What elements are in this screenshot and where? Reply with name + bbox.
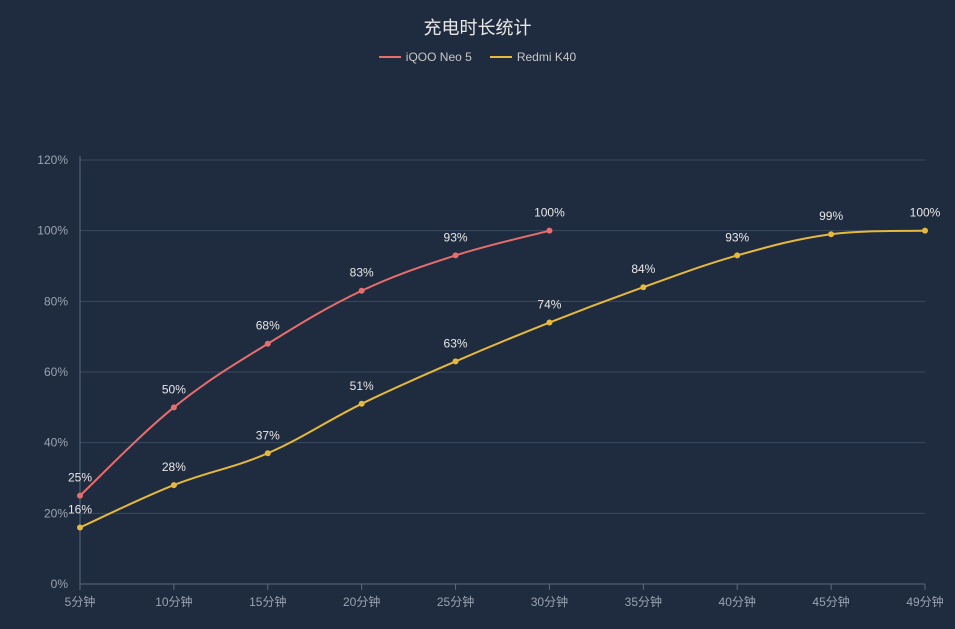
legend-swatch-1: [490, 56, 512, 58]
x-tick-label: 10分钟: [155, 594, 192, 609]
y-tick-label: 20%: [44, 506, 68, 520]
series-marker: [359, 401, 365, 407]
series-marker: [453, 358, 459, 364]
legend-item-1: Redmi K40: [490, 50, 576, 64]
series-marker: [828, 231, 834, 237]
legend: iQOO Neo 5 Redmi K40: [0, 50, 955, 64]
legend-label-0: iQOO Neo 5: [406, 50, 472, 64]
x-tick-label: 45分钟: [812, 594, 849, 609]
data-label: 84%: [631, 262, 655, 276]
data-label: 28%: [162, 460, 186, 474]
x-tick-label: 49分钟: [906, 594, 943, 609]
x-tick-label: 35分钟: [625, 594, 662, 609]
data-label: 68%: [256, 319, 280, 333]
x-tick-label: 5分钟: [65, 594, 96, 609]
data-label: 83%: [350, 266, 374, 280]
data-label: 16%: [68, 502, 92, 516]
x-tick-label: 15分钟: [249, 594, 286, 609]
data-label: 93%: [725, 230, 749, 244]
x-tick-label: 30分钟: [531, 594, 568, 609]
y-tick-label: 0%: [51, 577, 69, 591]
data-label: 100%: [534, 206, 565, 220]
data-label: 74%: [537, 298, 561, 312]
series-marker: [77, 493, 83, 499]
series-marker: [453, 252, 459, 258]
data-label: 93%: [444, 230, 468, 244]
data-label: 63%: [444, 336, 468, 350]
chart-plot: 0% 20% 40% 60% 80% 100% 120% 5分钟 10分钟 15分钟 20分钟 25分…: [0, 70, 955, 629]
series-marker: [171, 482, 177, 488]
y-tick-label: 40%: [44, 436, 68, 450]
line-chart-svg: 0% 20% 40% 60% 80% 100% 120% 5分钟 10分钟 15分钟 20分钟 25分…: [0, 70, 955, 629]
series-marker: [734, 252, 740, 258]
legend-label-1: Redmi K40: [517, 50, 576, 64]
y-tick-label: 60%: [44, 365, 68, 379]
series-marker: [546, 228, 552, 234]
series-marker: [546, 320, 552, 326]
y-tick-label: 80%: [44, 294, 68, 308]
data-label: 99%: [819, 209, 843, 223]
legend-item-0: iQOO Neo 5: [379, 50, 472, 64]
data-label: 100%: [910, 206, 941, 220]
series-marker: [171, 404, 177, 410]
series-marker: [265, 450, 271, 456]
data-label: 50%: [162, 382, 186, 396]
x-tick-label: 20分钟: [343, 594, 380, 609]
series-line: [80, 231, 925, 528]
data-label: 37%: [256, 428, 280, 442]
y-tick-label: 120%: [37, 153, 68, 167]
series-marker: [265, 341, 271, 347]
chart-title: 充电时长统计: [0, 0, 955, 40]
series-marker: [922, 228, 928, 234]
series-marker: [640, 284, 646, 290]
series-marker: [77, 524, 83, 530]
legend-swatch-0: [379, 56, 401, 58]
y-tick-label: 100%: [37, 224, 68, 238]
data-label: 25%: [68, 471, 92, 485]
x-tick-label: 40分钟: [719, 594, 756, 609]
series-line: [80, 231, 549, 496]
series-marker: [359, 288, 365, 294]
x-tick-label: 25分钟: [437, 594, 474, 609]
data-label: 51%: [350, 379, 374, 393]
